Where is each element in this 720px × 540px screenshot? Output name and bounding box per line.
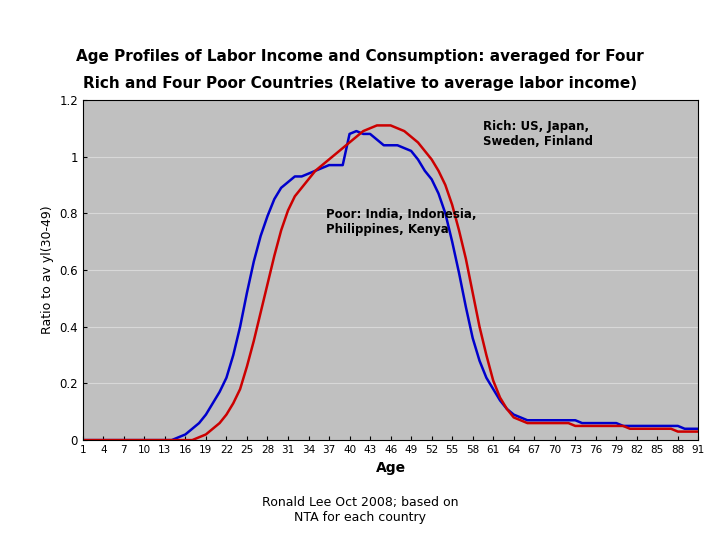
X-axis label: Age: Age [376,461,405,475]
Text: Rich: US, Japan,
Sweden, Finland: Rich: US, Japan, Sweden, Finland [483,120,593,148]
Text: Ronald Lee Oct 2008; based on
NTA for each country: Ronald Lee Oct 2008; based on NTA for ea… [262,496,458,524]
Text: Poor: India, Indonesia,
Philippines, Kenya: Poor: India, Indonesia, Philippines, Ken… [325,208,476,235]
Text: Rich and Four Poor Countries (Relative to average labor income): Rich and Four Poor Countries (Relative t… [83,76,637,91]
Y-axis label: Ratio to av yl(30-49): Ratio to av yl(30-49) [40,206,53,334]
Text: Age Profiles of Labor Income and Consumption: averaged for Four: Age Profiles of Labor Income and Consump… [76,49,644,64]
